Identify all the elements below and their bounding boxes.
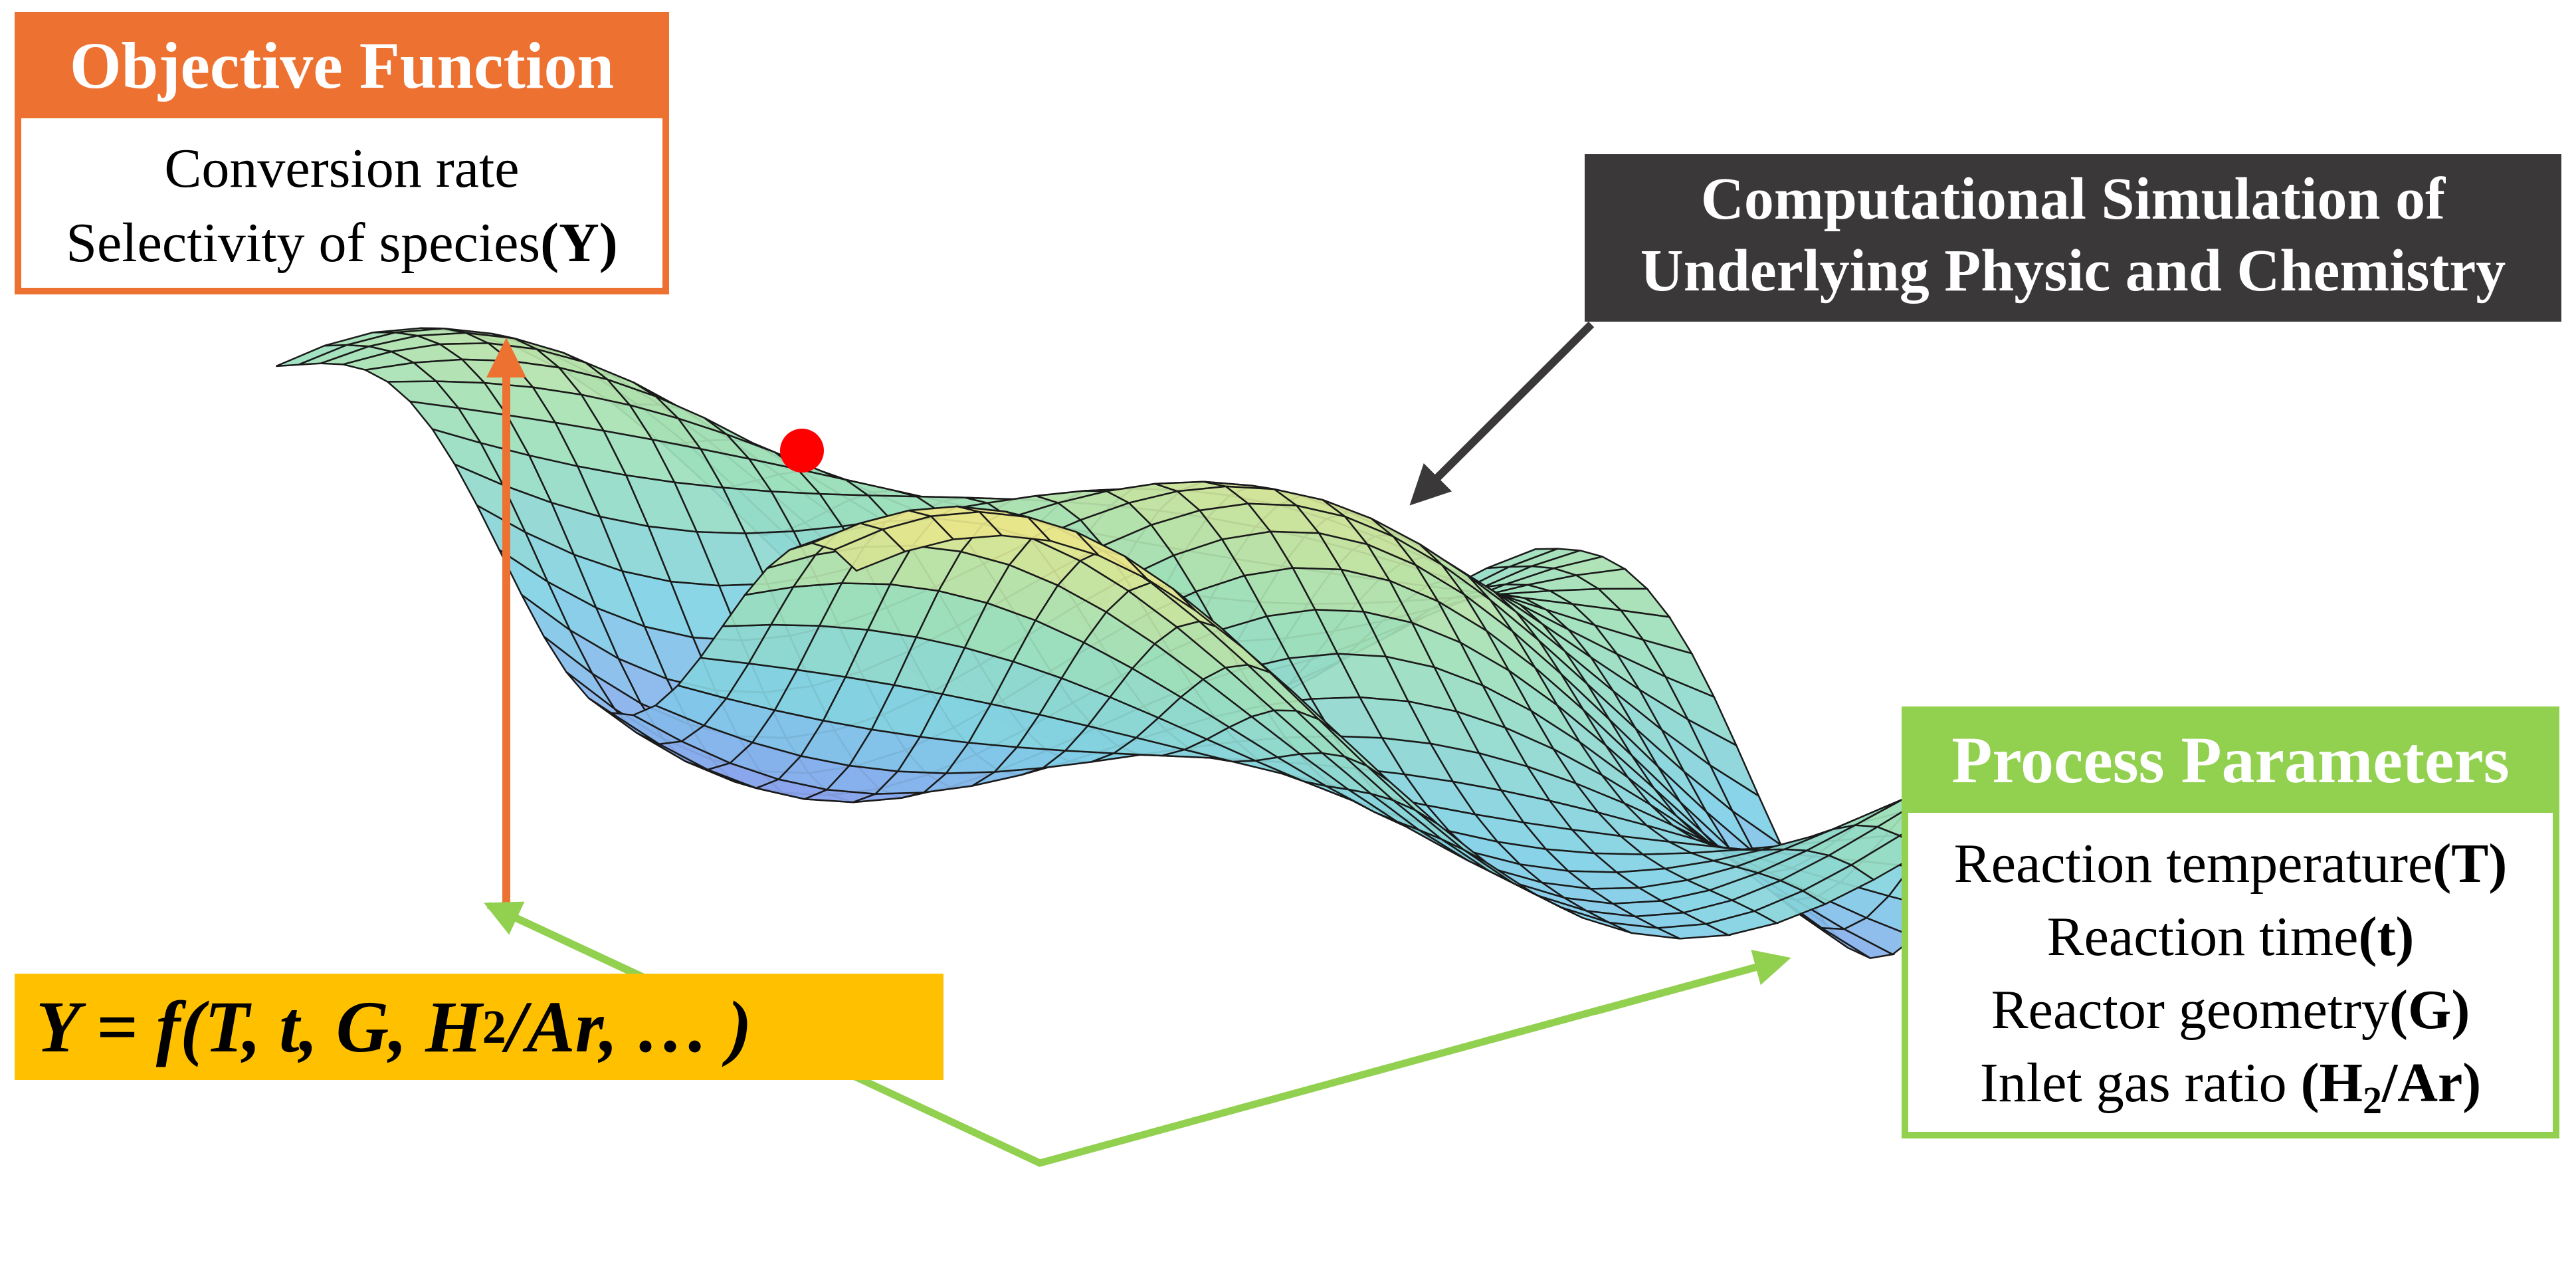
equation-subscript: 2 (482, 1000, 506, 1053)
objective-function-title: Objective Function (15, 12, 669, 118)
process-parameters-title: Process Parameters (1902, 706, 2559, 813)
objective-line-conversion: Conversion rate (164, 138, 520, 199)
param-gas-ratio-text: Inlet gas ratio (1979, 1052, 2301, 1114)
simulation-line-2: Underlying Physic and Chemistry (1640, 238, 2506, 304)
simulation-label: Computational Simulation of Underlying P… (1585, 154, 2561, 322)
optimum-point (780, 429, 824, 473)
objective-selectivity-text: Selectivity of species (66, 212, 541, 274)
param-time: Reaction time(t) (1908, 901, 2553, 974)
objective-line-selectivity: Selectivity of species(Y) (21, 206, 662, 280)
param-temperature: Reaction temperature(T) (1908, 827, 2553, 901)
objective-function-body: Conversion rate Selectivity of species(Y… (15, 118, 669, 294)
param-time-var: (t) (2358, 906, 2415, 968)
process-parameters-body: Reaction temperature(T) Reaction time(t)… (1902, 813, 2559, 1138)
simulation-line-1: Computational Simulation of (1700, 166, 2446, 232)
param-temperature-text: Reaction temperature (1953, 833, 2433, 895)
param-time-text: Reaction time (2046, 906, 2359, 968)
parameter-axis-left-head (484, 901, 666, 990)
param-temperature-var: (T) (2432, 833, 2508, 895)
param-geometry-var: (G) (2389, 979, 2470, 1041)
param-gas-ratio: Inlet gas ratio (H2/Ar) (1908, 1047, 2553, 1137)
objective-equation: Y = f(T, t, G, H 2/Ar, … ) (15, 974, 943, 1080)
param-gas-ratio-var: (H2/Ar) (2300, 1052, 2482, 1122)
param-geometry-text: Reactor geometry (1991, 979, 2390, 1041)
objective-selectivity-var: (Y) (540, 212, 618, 274)
simulation-pointer-arrow (1409, 321, 1595, 506)
parameter-axis-right-head (1593, 950, 1791, 1016)
surface-plot (276, 327, 2118, 960)
param-geometry: Reactor geometry(G) (1908, 974, 2553, 1047)
equation-lhs: Y = f(T, t, G, H (36, 986, 482, 1067)
equation-rhs: /Ar, … ) (506, 986, 752, 1067)
